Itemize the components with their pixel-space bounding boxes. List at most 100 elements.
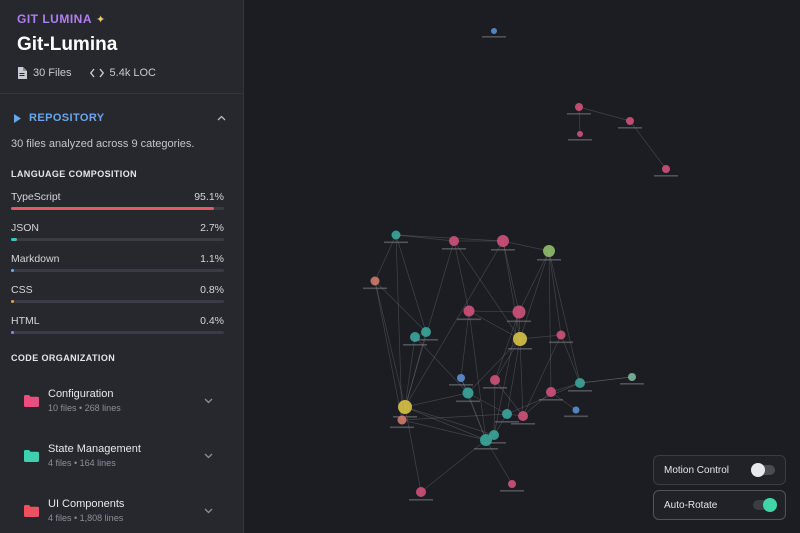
graph-edge	[550, 391, 577, 411]
language-percent: 95.1%	[194, 191, 224, 203]
repository-section-toggle[interactable]: REPOSITORY	[0, 110, 243, 126]
chevron-up-icon[interactable]	[217, 115, 226, 121]
graph-node[interactable]	[577, 131, 583, 137]
graph-node-caption	[482, 442, 506, 444]
language-bar-fill	[11, 269, 14, 272]
graph-node[interactable]	[502, 409, 512, 419]
graph-node[interactable]	[626, 117, 634, 125]
graph-node-caption	[384, 241, 408, 244]
graph-node-caption	[409, 499, 433, 501]
graph-node[interactable]	[572, 406, 580, 414]
graph-node[interactable]	[463, 305, 475, 317]
graph-edge	[374, 280, 403, 421]
category-meta: 10 files • 268 lines	[48, 403, 121, 413]
project-title: Git-Lumina	[17, 34, 118, 55]
graph-edge	[629, 120, 667, 170]
graph-edge	[460, 310, 470, 379]
graph-edge	[519, 338, 524, 417]
chevron-down-icon[interactable]	[204, 453, 213, 459]
language-bar	[11, 207, 224, 210]
category-item-state-management[interactable]: State Management 4 files • 164 lines	[0, 428, 243, 483]
graph-node-caption	[568, 139, 592, 141]
graph-edge	[467, 392, 508, 415]
graph-edge	[401, 419, 487, 441]
graph-node-caption	[618, 127, 642, 129]
graph-node[interactable]	[513, 332, 527, 346]
graph-node[interactable]	[410, 332, 420, 342]
graph-node-caption	[449, 384, 473, 386]
category-item-configuration[interactable]: Configuration 10 files • 268 lines	[0, 373, 243, 428]
graph-edge	[579, 376, 633, 384]
graph-node[interactable]	[508, 480, 516, 488]
graph-node[interactable]	[449, 236, 459, 246]
graph-node[interactable]	[462, 387, 474, 399]
auto-rotate-toggle[interactable]	[753, 498, 777, 512]
graph-node[interactable]	[457, 374, 465, 382]
language-bar-fill	[11, 300, 14, 303]
graph-node[interactable]	[490, 375, 500, 385]
graph-node[interactable]	[489, 430, 499, 440]
graph-edge	[548, 250, 581, 384]
graph-node[interactable]	[497, 235, 509, 247]
graph-node-caption	[474, 448, 498, 450]
language-name: TypeScript	[11, 191, 61, 203]
graph-node[interactable]	[543, 245, 555, 257]
graph-edge	[550, 382, 581, 393]
language-item: CSS 0.8%	[11, 284, 224, 315]
magic-wand-icon: ✦	[96, 13, 106, 26]
language-name: Markdown	[11, 253, 60, 265]
graph-node-caption	[537, 259, 561, 261]
graph-edge	[395, 234, 504, 242]
graph-node-caption	[511, 423, 535, 425]
graph-node-caption	[495, 421, 519, 423]
graph-node[interactable]	[397, 415, 407, 425]
graph-edge	[548, 250, 562, 336]
chevron-down-icon[interactable]	[204, 508, 213, 514]
graph-node[interactable]	[575, 103, 583, 111]
graph-node[interactable]	[556, 330, 566, 340]
graph-edge	[453, 240, 521, 340]
graph-edge	[548, 250, 552, 393]
category-item-ui-components[interactable]: UI Components 4 files • 1,808 lines	[0, 483, 243, 533]
language-percent: 1.1%	[200, 253, 224, 265]
graph-node[interactable]	[628, 373, 636, 381]
graph-node[interactable]	[416, 487, 426, 497]
graph-node[interactable]	[391, 230, 401, 240]
graph-edge	[404, 336, 416, 408]
graph-node[interactable]	[421, 327, 431, 337]
graph-node[interactable]	[518, 411, 528, 421]
sidebar-header: GIT LUMINA ✦ Git-Lumina 30 Files 5.4k LO…	[0, 0, 243, 94]
graph-node[interactable]	[370, 276, 380, 286]
chevron-down-icon[interactable]	[204, 398, 213, 404]
graph-edge	[502, 240, 521, 340]
graph-edge	[404, 240, 504, 408]
graph-node-caption	[442, 248, 466, 250]
code-icon	[89, 68, 104, 78]
graph-node[interactable]	[398, 400, 412, 414]
graph-node-caption	[390, 426, 414, 429]
graph-edge	[468, 310, 520, 313]
category-meta: 4 files • 164 lines	[48, 458, 116, 468]
graph-node[interactable]	[512, 305, 526, 319]
graph-edge	[518, 250, 550, 313]
graph-edge	[522, 334, 562, 417]
graph-node[interactable]	[662, 165, 670, 173]
graph-node-caption	[507, 320, 531, 323]
language-item: HTML 0.4%	[11, 315, 224, 346]
graph-node[interactable]	[491, 28, 497, 34]
graph-node[interactable]	[575, 378, 585, 388]
graph-edge	[401, 413, 508, 421]
graph-edge	[493, 311, 520, 436]
dependency-graph-canvas[interactable]: Motion Control Auto-Rotate	[245, 0, 800, 533]
motion-control-toggle[interactable]	[751, 463, 775, 477]
toggle-knob	[751, 463, 765, 477]
graph-node[interactable]	[546, 387, 556, 397]
dependency-graph[interactable]	[245, 0, 800, 533]
folder-icon	[24, 394, 39, 407]
graph-node-caption	[491, 249, 515, 251]
graph-edge	[502, 240, 550, 252]
graph-edge	[468, 310, 487, 441]
graph-node[interactable]	[480, 434, 492, 446]
brand-label: GIT LUMINA	[17, 12, 92, 26]
